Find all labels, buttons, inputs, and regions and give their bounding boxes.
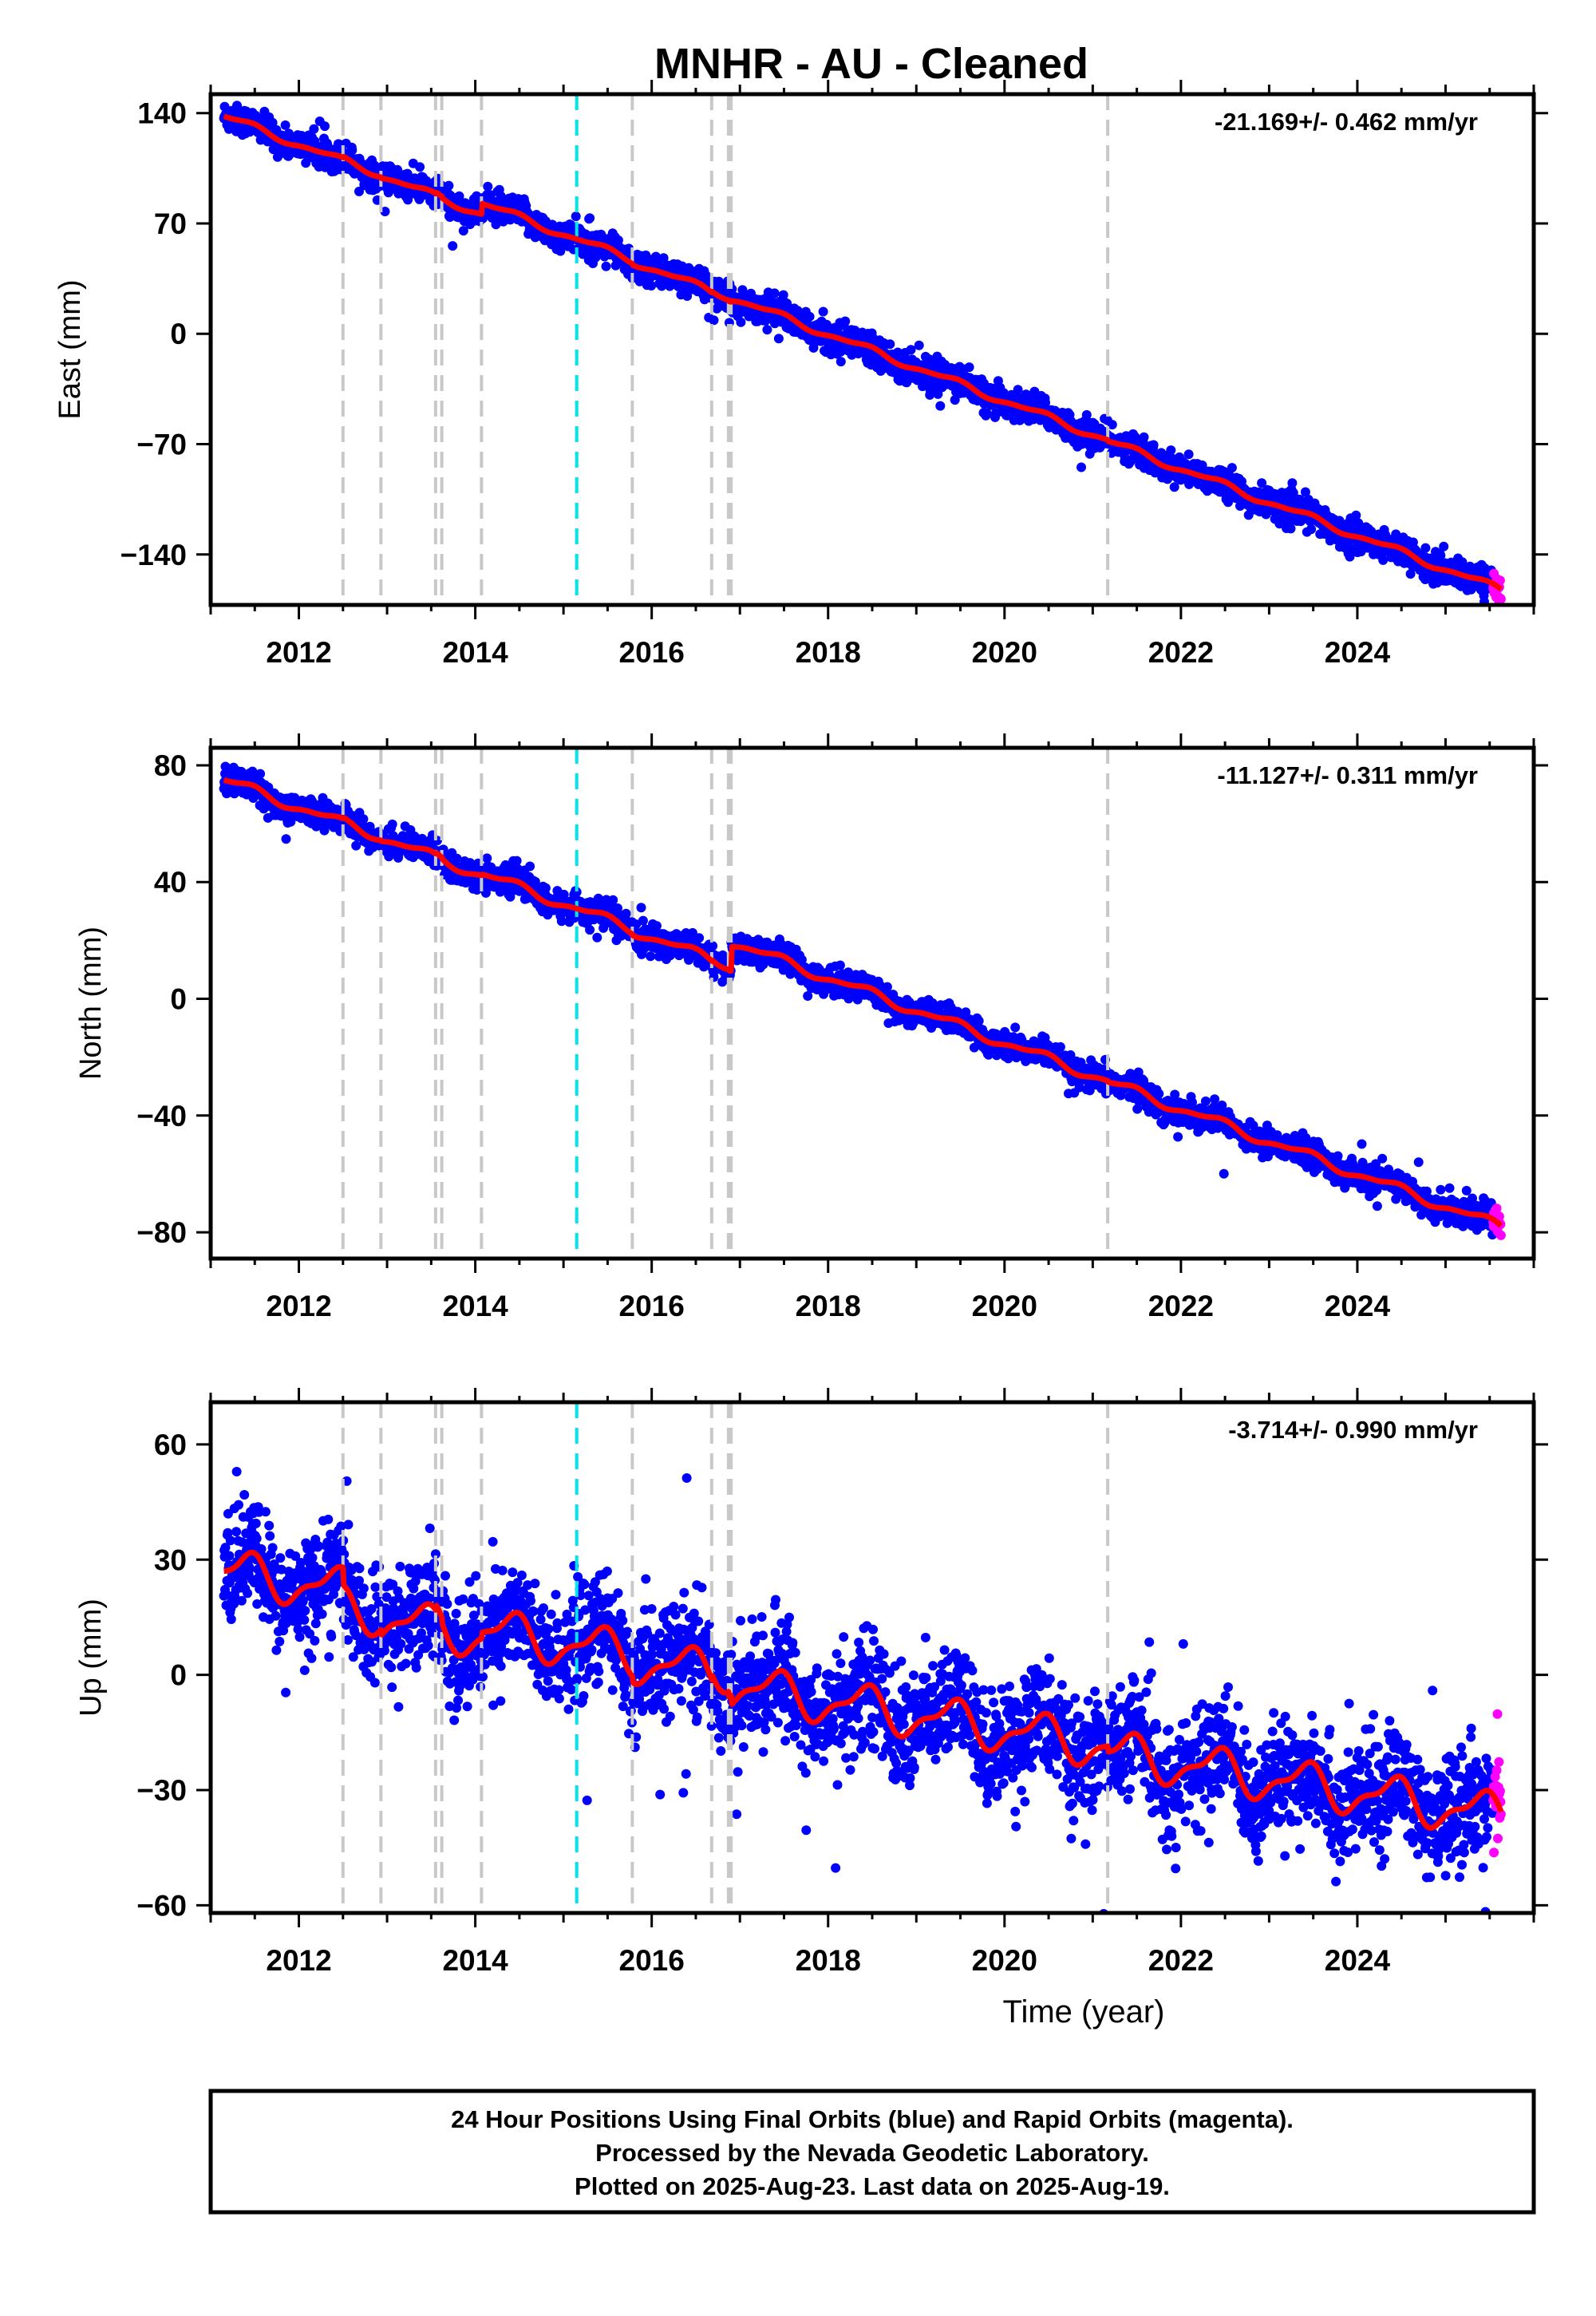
final-orbit-point (1439, 541, 1449, 551)
y-axis-label: East (mm) (53, 279, 87, 419)
final-orbit-point (525, 861, 535, 871)
final-orbit-point (255, 769, 266, 779)
rate-annotation: -21.169+/- 0.462 mm/yr (1215, 108, 1478, 136)
x-tick-label: 2024 (1325, 636, 1391, 669)
x-tick-label: 2022 (1148, 636, 1214, 669)
data-points (219, 101, 1506, 605)
y-tick-label: −70 (136, 429, 187, 461)
final-orbit-point (646, 281, 657, 290)
east-panel: 2012 2014 2016 2018 2020 2022 2024 140 70 0 −70 −14… (53, 80, 1548, 669)
x-tick-label: 2016 (619, 636, 685, 669)
x-tick-label: 2018 (796, 636, 861, 669)
final-orbit-point (1286, 524, 1296, 534)
final-orbit-point (309, 124, 319, 134)
final-orbit-point (914, 340, 924, 350)
final-orbit-point (592, 932, 602, 943)
final-orbit-point (762, 325, 772, 335)
final-orbit-point (454, 191, 464, 201)
north-panel: 2012 2014 2016 2018 2020 2022 202480400−40−80N… (74, 733, 1548, 1322)
final-orbit-point (1148, 440, 1159, 450)
y-tick-label: 140 (137, 97, 187, 130)
final-orbit-point (444, 180, 454, 191)
final-orbit-point (1227, 463, 1237, 473)
data-points (219, 761, 1506, 1240)
final-orbit-point (736, 317, 746, 327)
final-orbit-point (818, 306, 828, 317)
final-orbit-point (320, 121, 330, 132)
final-orbit-point (585, 213, 595, 223)
final-orbit-point (646, 951, 656, 962)
final-orbit-point (836, 357, 846, 367)
final-orbit-point (1013, 385, 1023, 395)
final-orbit-point (658, 253, 669, 263)
final-orbit-point (415, 162, 425, 172)
final-orbit-point (682, 291, 693, 301)
final-orbit-point (1420, 543, 1431, 553)
x-tick-label: 2014 (442, 636, 508, 669)
final-orbit-point (571, 211, 581, 222)
final-orbit-point (387, 819, 397, 829)
final-orbit-point (709, 315, 719, 326)
final-orbit-point (1166, 445, 1176, 456)
final-orbit-point (769, 288, 780, 298)
final-orbit-point (280, 120, 290, 130)
final-orbit-point (1287, 478, 1298, 488)
final-orbit-point (885, 339, 895, 350)
final-orbit-point (281, 834, 291, 844)
final-orbit-point (1306, 524, 1317, 535)
final-orbit-point (773, 334, 784, 344)
plot-area (219, 748, 1506, 1259)
x-tick-label: 2012 (266, 636, 331, 669)
final-orbit-point (540, 883, 551, 893)
final-orbit-point (351, 840, 361, 851)
chart-title: MNHR - AU - Cleaned (654, 40, 1088, 88)
rapid-orbit-point (1495, 594, 1506, 604)
final-orbit-point (347, 145, 358, 156)
y-tick-label: 70 (154, 207, 187, 240)
final-orbit-point (906, 345, 916, 355)
final-orbit-point (483, 181, 493, 192)
plot-area (219, 94, 1506, 605)
final-orbit-point (638, 915, 648, 926)
y-tick-label: 0 (170, 318, 187, 350)
x-tick-label: 2020 (972, 636, 1037, 669)
final-orbit-point (694, 933, 705, 943)
final-orbit-point (1139, 432, 1149, 442)
final-orbit-point (935, 401, 946, 411)
final-orbit-point (448, 241, 458, 251)
final-orbit-point (636, 903, 646, 913)
final-orbit-point (1077, 462, 1086, 472)
final-orbit-point (358, 814, 369, 824)
final-orbit-point (354, 186, 364, 196)
final-orbit-point (601, 261, 611, 271)
final-orbit-point (804, 311, 815, 322)
final-orbit-point (964, 362, 974, 373)
final-orbit-point (1183, 449, 1194, 460)
final-orbit-point (380, 207, 390, 216)
final-orbit-point (458, 226, 468, 236)
final-orbit-point (585, 925, 595, 935)
y-tick-label: −140 (120, 539, 187, 571)
final-orbit-point (232, 101, 242, 111)
final-orbit-point (840, 316, 851, 326)
